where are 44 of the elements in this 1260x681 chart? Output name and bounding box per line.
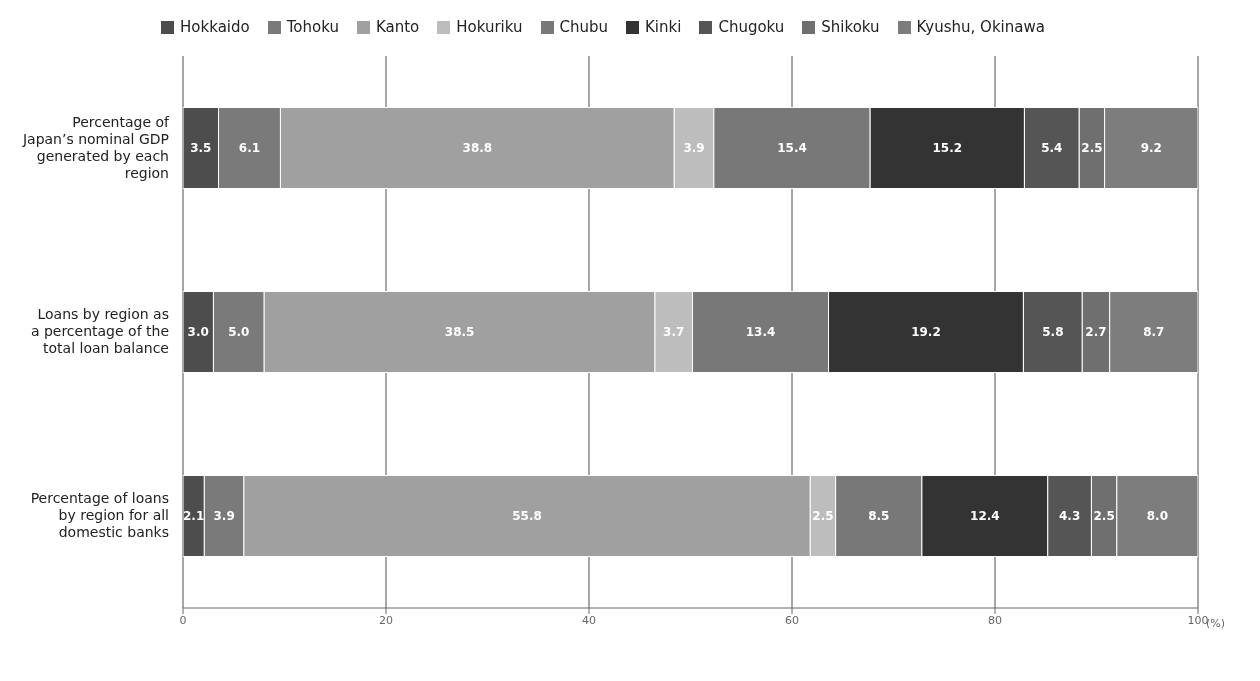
data-label: 2.5	[812, 509, 834, 524]
data-label: 9.2	[1140, 141, 1162, 156]
data-label: 38.5	[444, 325, 475, 340]
data-label: 6.1	[238, 141, 261, 156]
y-tick-label: Loans by region as a percentage of the total loan balance	[30, 306, 169, 356]
legend-label: Hokkaido	[180, 18, 250, 36]
data-label: 15.2	[932, 141, 963, 156]
legend-label: Chubu	[559, 18, 609, 36]
legend-label: Kyushu, Okinawa	[916, 18, 1045, 36]
data-label: 5.4	[1041, 141, 1063, 156]
data-label: 3.9	[683, 141, 705, 156]
data-label: 5.0	[228, 325, 250, 340]
data-label: 5.8	[1042, 325, 1064, 340]
data-label: 55.8	[512, 509, 542, 524]
data-label: 3.5	[190, 141, 212, 156]
data-label: 2.5	[1093, 509, 1115, 524]
data-label: 8.5	[868, 509, 890, 524]
legend-label: Kinki	[645, 18, 682, 36]
legend-label: Hokuriku	[456, 18, 523, 36]
data-label: 13.4	[745, 325, 776, 340]
x-tick-label: 80	[988, 613, 1002, 627]
data-label: 4.3	[1058, 509, 1081, 524]
legend-label: Tohoku	[286, 18, 339, 36]
x-tick-label: 0	[179, 613, 187, 627]
legend-label: Shikoku	[821, 18, 880, 36]
y-tick-label: Percentage of Japan’s nominal GDP generated by each region	[21, 113, 171, 181]
data-label: 3.0	[187, 325, 209, 340]
data-label: 19.2	[911, 325, 941, 340]
legend-label: Kanto	[375, 18, 420, 36]
x-tick-label: 40	[582, 613, 596, 627]
legend-label: Chugoku	[718, 18, 785, 36]
data-label: 15.4	[777, 141, 807, 156]
data-label: 38.8	[462, 141, 493, 156]
y-tick-label: Percentage of loans by region for all domestic banks	[30, 490, 169, 540]
data-label: 8.7	[1143, 325, 1165, 340]
x-tick-label: 20	[379, 613, 393, 627]
data-label: 8.0	[1146, 509, 1169, 524]
data-label: 2.5	[1081, 141, 1103, 156]
x-tick-label: 60	[785, 613, 799, 627]
data-label: 3.7	[663, 325, 685, 340]
data-label: 12.4	[970, 509, 1000, 524]
data-label: 2.7	[1085, 325, 1107, 340]
data-label: 3.9	[213, 509, 235, 524]
data-label: 2.1	[183, 509, 205, 524]
